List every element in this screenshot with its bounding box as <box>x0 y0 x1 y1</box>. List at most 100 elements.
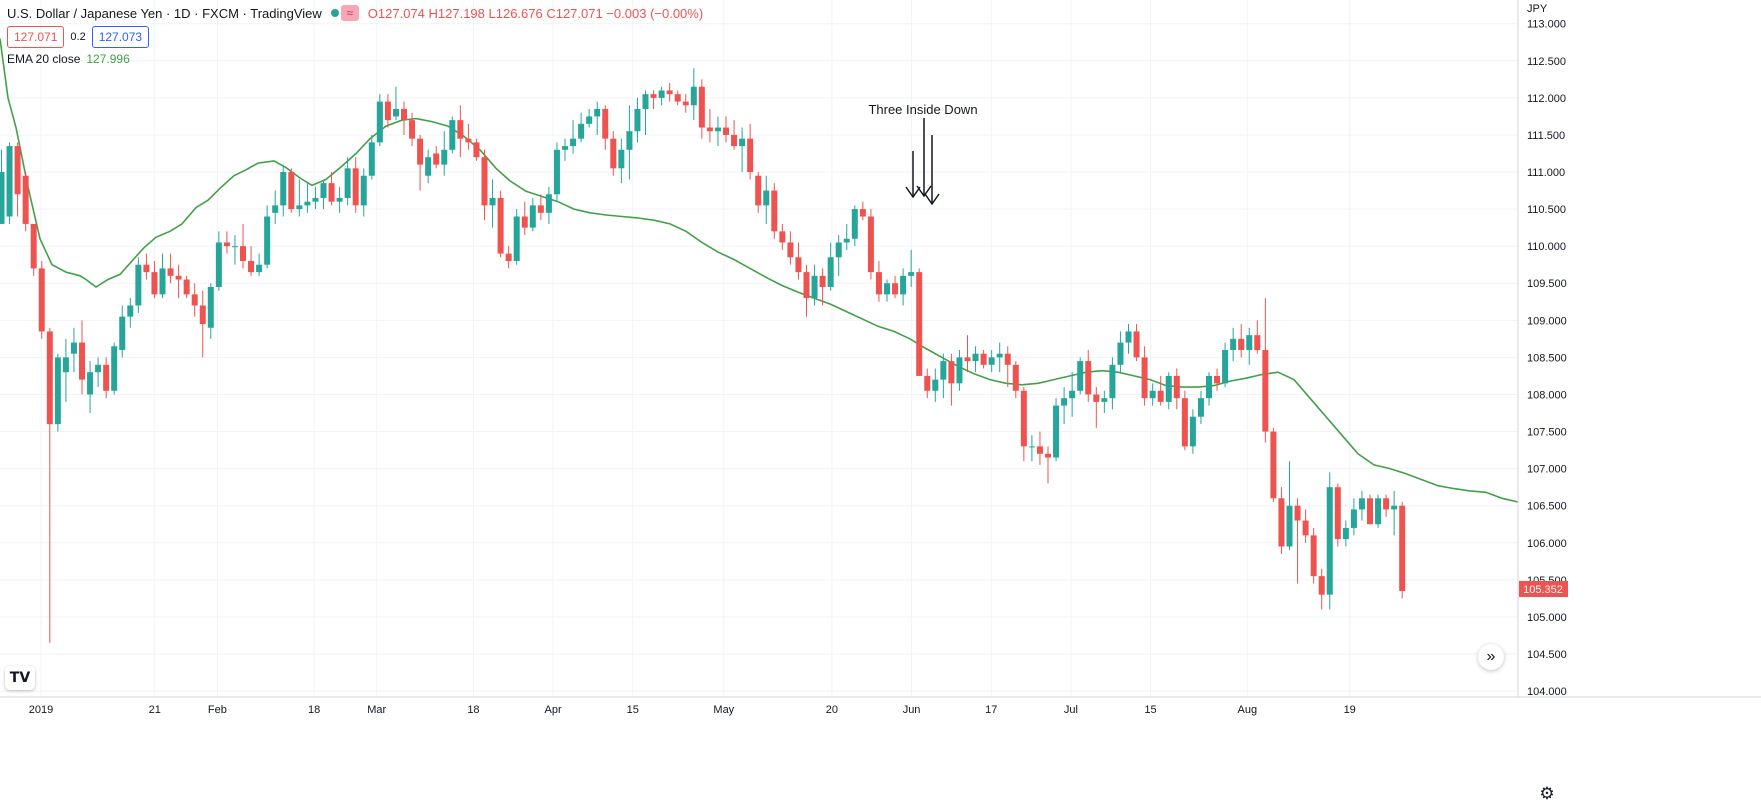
time-tick-label: Mar <box>367 704 386 716</box>
market-status-wave-icon: ≈ <box>340 5 359 21</box>
candle <box>288 168 295 213</box>
candle-body <box>650 94 657 98</box>
candle <box>175 264 182 299</box>
candle <box>256 253 263 276</box>
candle <box>843 223 850 250</box>
candle-body <box>682 101 689 106</box>
candle-body <box>376 101 383 143</box>
candle <box>1350 498 1357 536</box>
candle-body <box>1310 535 1317 577</box>
candle <box>441 131 448 176</box>
candle <box>1093 387 1100 428</box>
candles-layer <box>0 68 1406 643</box>
candle-body <box>1262 349 1269 432</box>
candle-body <box>988 357 995 365</box>
candle-body <box>231 246 238 248</box>
candle-body <box>1334 487 1341 540</box>
candle-body <box>328 183 335 202</box>
tradingview-logo[interactable]: TV <box>5 666 35 690</box>
arrow-icon <box>905 118 940 206</box>
candle-body <box>240 246 246 262</box>
candle-body <box>54 357 61 425</box>
candle <box>465 123 472 150</box>
symbol-title[interactable]: U.S. Dollar / Japanese Yen · 1D · FXCM ·… <box>7 5 322 21</box>
candle-body <box>1350 509 1357 528</box>
candle <box>578 112 585 143</box>
candle-body <box>545 194 552 213</box>
sell-price-button[interactable]: 127.071 <box>7 26 65 48</box>
candle <box>505 246 512 269</box>
candle <box>714 116 721 147</box>
chart-grid <box>0 0 1518 697</box>
candle <box>425 149 432 184</box>
candle-body <box>344 168 351 198</box>
price-axis[interactable]: 113.000 112.500 112.000 111.500 111.000 110.5… <box>1517 0 1567 698</box>
candle-body <box>779 231 786 243</box>
candle-body <box>1254 335 1261 350</box>
indicator-legend[interactable]: EMA 20 close 127.996 <box>7 52 130 66</box>
candle <box>103 357 110 399</box>
candle <box>875 261 882 302</box>
candle <box>1254 320 1261 354</box>
candle-body <box>441 149 448 165</box>
candle-body <box>497 197 504 254</box>
candle <box>240 223 246 269</box>
candle <box>763 175 770 224</box>
candle-body <box>79 342 85 380</box>
candle <box>1222 342 1229 388</box>
candle <box>272 190 279 224</box>
candle <box>417 134 424 191</box>
candle <box>46 327 53 643</box>
candle-body <box>143 264 150 273</box>
ema-layer <box>0 38 1519 503</box>
candle-body <box>553 149 560 195</box>
time-tick-label: Feb <box>208 704 227 716</box>
candle <box>1157 375 1164 406</box>
candle <box>119 305 126 358</box>
candle-body <box>1294 505 1301 521</box>
candle-body <box>409 120 416 139</box>
candle-body <box>1238 338 1245 350</box>
candle-body <box>980 353 987 365</box>
market-status[interactable]: ≈ <box>328 4 362 22</box>
candle-body <box>1375 498 1382 525</box>
candle <box>1391 490 1398 536</box>
time-tick-label: 20 <box>826 704 838 716</box>
ema-label: EMA 20 close <box>7 52 81 66</box>
ema-20-line <box>0 38 1519 503</box>
candle <box>1181 390 1188 451</box>
candle <box>964 335 971 373</box>
candle-body <box>594 108 601 117</box>
candle-body <box>1173 375 1180 399</box>
candle-body <box>948 361 955 384</box>
candle <box>0 149 5 224</box>
candle-body <box>610 138 617 169</box>
candle <box>223 231 230 254</box>
candle-body <box>674 94 681 102</box>
candle-body <box>811 275 818 299</box>
candle <box>95 357 102 388</box>
time-axis[interactable]: 2019 21 Feb 18 Mar 18 Apr 15 May 20 Jun 17 Jul 15 Aug 1… <box>0 696 1761 716</box>
buy-price-button[interactable]: 127.073 <box>91 26 150 48</box>
scroll-to-realtime-button[interactable]: » <box>1478 644 1504 670</box>
candle-body <box>706 127 713 132</box>
candle <box>972 346 979 373</box>
candle <box>143 253 150 280</box>
candle-body <box>505 253 512 262</box>
candle-body <box>103 364 110 391</box>
candle <box>344 157 351 206</box>
candle-body <box>1367 498 1373 525</box>
candle-body <box>425 157 432 176</box>
candle-body <box>1342 527 1349 540</box>
last-price-label: 105.352 <box>1519 581 1568 597</box>
candle <box>87 361 94 414</box>
candle <box>368 134 375 180</box>
candle-body <box>634 108 641 132</box>
candle-body <box>1197 398 1204 417</box>
candle <box>38 261 45 339</box>
candle-body <box>1133 331 1140 358</box>
price-tick-label: 106.500 <box>1527 501 1567 513</box>
chart-settings-button[interactable]: ⚙ <box>1534 781 1560 807</box>
price-tick-label: 107.500 <box>1527 427 1567 439</box>
